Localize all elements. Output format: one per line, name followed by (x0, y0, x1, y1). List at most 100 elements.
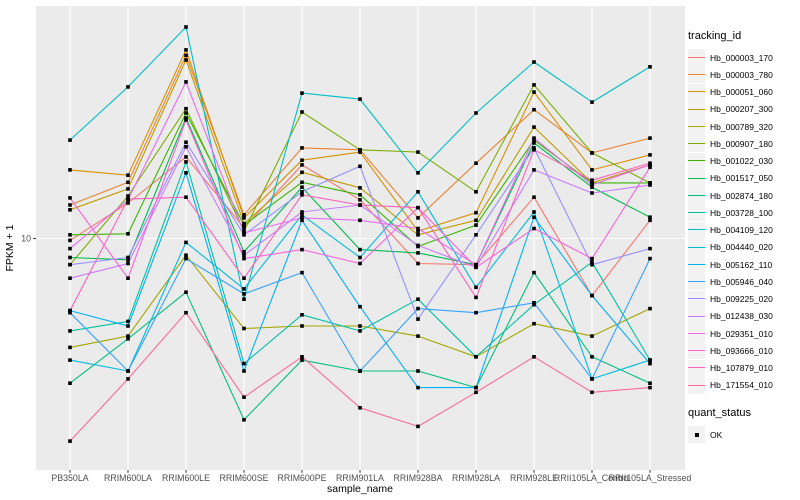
data-point (300, 355, 304, 359)
data-point (416, 334, 420, 338)
data-point (416, 385, 420, 390)
data-point (184, 171, 188, 175)
data-point (184, 140, 188, 144)
data-point (242, 223, 246, 227)
legend-items: Hb_000003_170 Hb_000003_780 Hb_000051_060 H… (688, 49, 800, 394)
legend-item-label: Hb_004440_020 (710, 242, 773, 253)
data-point (126, 85, 130, 89)
data-point (300, 210, 304, 214)
data-point (474, 295, 478, 300)
legend-item: Hb_003728_100 (688, 204, 800, 222)
data-point (474, 285, 478, 290)
data-point (358, 164, 362, 169)
data-point (474, 218, 478, 223)
data-point (358, 324, 362, 328)
data-point (532, 107, 536, 112)
legend-item: Hb_005946_040 (688, 273, 800, 291)
data-point (590, 334, 594, 338)
data-point (474, 233, 478, 237)
data-point (184, 53, 188, 58)
data-point (126, 194, 130, 198)
data-point (242, 418, 246, 422)
data-point (532, 60, 536, 64)
data-point (242, 292, 246, 296)
data-point (300, 180, 304, 185)
data-point (184, 155, 188, 159)
data-point (532, 146, 536, 150)
legend-item: Hb_000907_180 (688, 135, 800, 153)
data-point (184, 310, 188, 315)
data-point (474, 385, 478, 390)
data-point (358, 406, 362, 410)
data-point (358, 148, 362, 152)
data-point (474, 265, 478, 270)
data-point (126, 187, 130, 191)
legend-key (688, 100, 705, 118)
data-point (416, 205, 420, 210)
data-point (416, 297, 420, 301)
data-point (68, 329, 72, 333)
legend-item-label: Hb_004109_120 (710, 225, 773, 236)
legend-item-label: Hb_003728_100 (710, 207, 773, 218)
legend-item-label: Hb_000207_300 (710, 104, 773, 115)
legend-color-line (688, 56, 705, 58)
data-point (68, 203, 72, 207)
data-point (648, 256, 652, 261)
data-point (590, 100, 594, 104)
data-point (474, 161, 478, 165)
legend-color-line (688, 229, 705, 231)
data-point (532, 195, 536, 199)
data-point (474, 355, 478, 359)
data-point (532, 270, 536, 275)
data-point (590, 256, 594, 261)
data-point (184, 25, 188, 29)
x-tick-labels: PB350LA RRIM600LA RRIM600LE RRIM600SE RRIM60… (51, 473, 691, 483)
data-point (648, 361, 652, 366)
data-point (184, 240, 188, 245)
data-point (590, 168, 594, 172)
data-point (358, 247, 362, 252)
legend-key (688, 307, 705, 325)
legend-item-label: Hb_001517_050 (710, 173, 773, 184)
data-point (242, 216, 246, 220)
data-point (532, 168, 536, 172)
legend-item-label: Hb_107879_010 (710, 363, 773, 374)
legend-color-line (688, 367, 705, 369)
data-point (474, 210, 478, 215)
legend-color-line (688, 194, 705, 196)
data-point (590, 183, 594, 187)
data-point (648, 161, 652, 165)
data-point (68, 255, 72, 260)
data-point (68, 439, 72, 443)
data-point (68, 345, 72, 350)
legend-key (688, 152, 705, 170)
legend-key (688, 273, 705, 291)
data-point (126, 319, 130, 324)
data-point (416, 171, 420, 175)
data-point (358, 218, 362, 223)
legend-key (688, 376, 705, 394)
data-point (590, 355, 594, 359)
legend-color-line (688, 350, 705, 352)
legend-color-line (688, 143, 705, 145)
legend-color-line (688, 125, 705, 127)
data-point (648, 358, 652, 362)
data-point (648, 246, 652, 251)
data-point (126, 258, 130, 262)
legend-color-line (688, 91, 705, 93)
x-axis-title: sample_name (327, 483, 393, 495)
x-tick-label: RRIM600LE (162, 473, 210, 483)
legend-item: Hb_001022_030 (688, 152, 800, 170)
x-tick-label: RRIM600SE (220, 473, 269, 483)
legend-item-label: Hb_000003_170 (710, 52, 773, 63)
data-point (242, 395, 246, 399)
data-point (474, 223, 478, 227)
legend-item: Hb_002874_180 (688, 187, 800, 205)
data-point (648, 385, 652, 390)
data-point (300, 190, 304, 194)
data-point (68, 246, 72, 251)
data-point (300, 170, 304, 175)
data-point (300, 324, 304, 328)
legend-item-label: Hb_093666_010 (710, 345, 773, 356)
data-point (300, 358, 304, 362)
